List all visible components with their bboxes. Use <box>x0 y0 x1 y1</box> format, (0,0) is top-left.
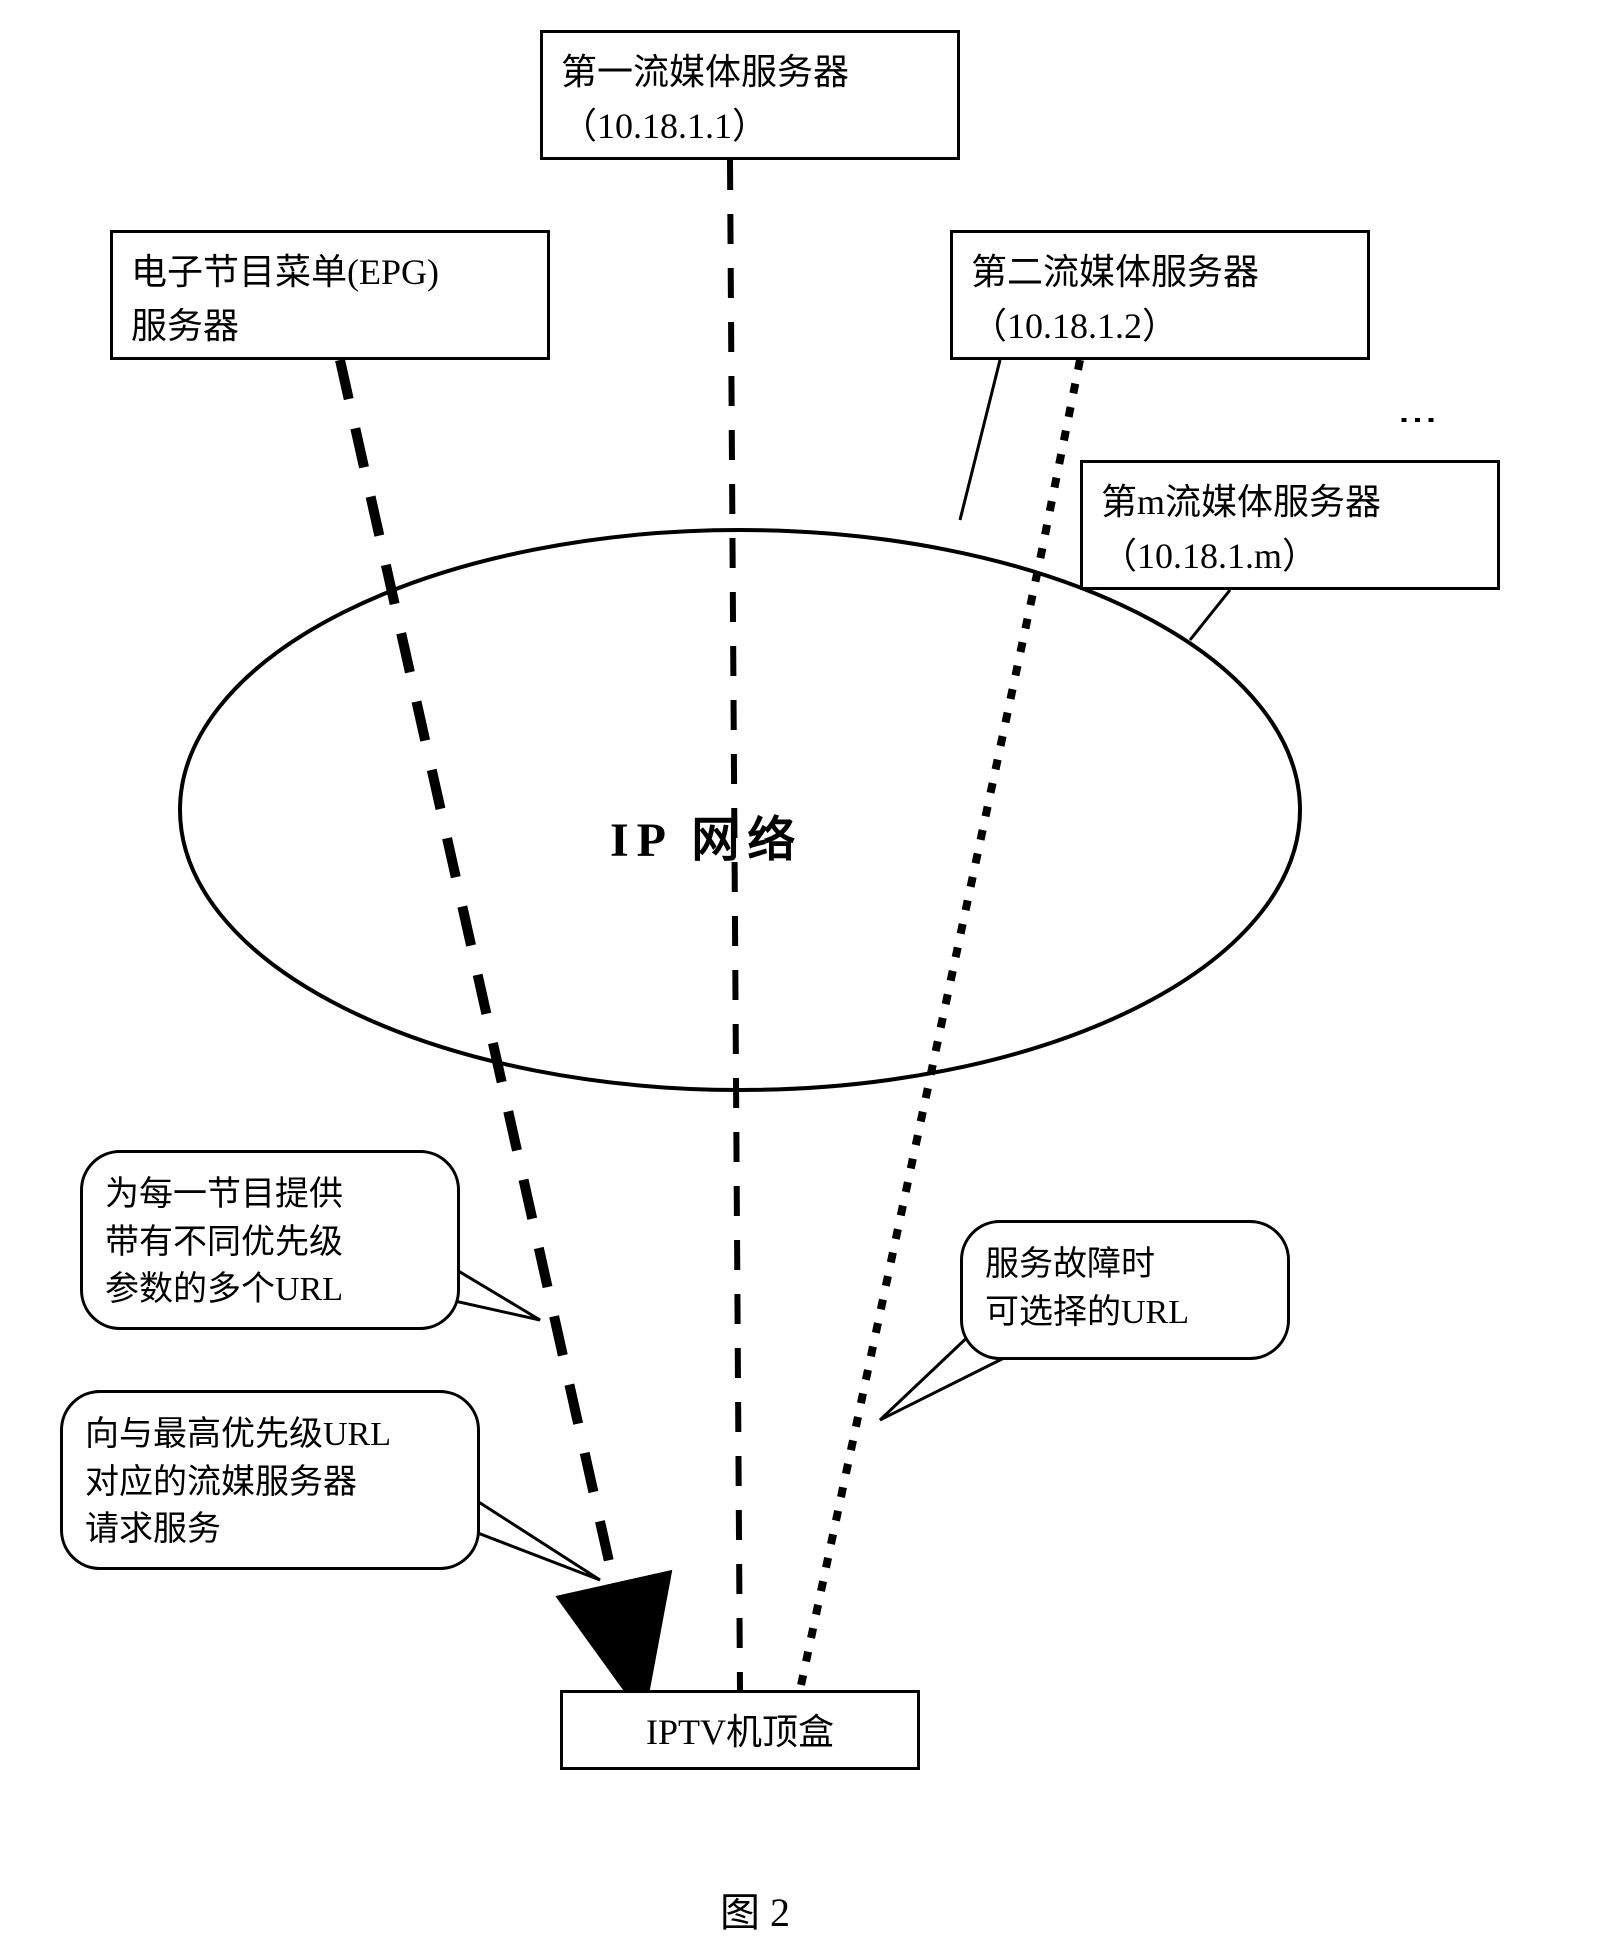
s2_to_stb-line <box>800 360 1080 1690</box>
vertical-ellipsis-icon: ⋮ <box>1395 400 1442 440</box>
server1-line1: 第一流媒体服务器 <box>561 45 939 99</box>
serverM-line1: 第m流媒体服务器 <box>1101 475 1479 529</box>
epg-box: 电子节目菜单(EPG) 服务器 <box>110 230 550 360</box>
callout-tail-c2 <box>460 1490 600 1580</box>
callout-multi-url-l1: 为每一节目提供 <box>105 1171 435 1219</box>
s2_leader-line <box>960 360 1000 520</box>
callout-multi-url: 为每一节目提供 带有不同优先级 参数的多个URL <box>80 1150 460 1330</box>
server1-line2: （10.18.1.1） <box>561 99 939 153</box>
ip-network-label: IP 网络 <box>610 800 803 870</box>
callout-fallback-url-l1: 服务故障时 <box>985 1241 1265 1289</box>
callout-fallback-url-l2: 可选择的URL <box>985 1289 1265 1337</box>
callout-highest-priority-l1: 向与最高优先级URL <box>85 1411 455 1459</box>
sm_to_net-line <box>1190 590 1230 640</box>
server2-box: 第二流媒体服务器 （10.18.1.2） <box>950 230 1370 360</box>
diagram-canvas: 第一流媒体服务器 （10.18.1.1） 电子节目菜单(EPG) 服务器 第二流… <box>0 0 1605 1953</box>
epg-line1: 电子节目菜单(EPG) <box>131 245 529 299</box>
server1-box: 第一流媒体服务器 （10.18.1.1） <box>540 30 960 160</box>
callout-fallback-url: 服务故障时 可选择的URL <box>960 1220 1290 1360</box>
figure-label: 图 2 <box>720 1880 790 1938</box>
server2-line1: 第二流媒体服务器 <box>971 245 1349 299</box>
server2-line2: （10.18.1.2） <box>971 299 1349 353</box>
callout-highest-priority: 向与最高优先级URL 对应的流媒服务器 请求服务 <box>60 1390 480 1570</box>
callout-multi-url-l2: 带有不同优先级 <box>105 1219 435 1267</box>
callout-highest-priority-l3: 请求服务 <box>85 1506 455 1554</box>
callout-highest-priority-l2: 对应的流媒服务器 <box>85 1459 455 1507</box>
callout-multi-url-l3: 参数的多个URL <box>105 1266 435 1314</box>
serverM-box: 第m流媒体服务器 （10.18.1.m） <box>1080 460 1500 590</box>
serverM-line2: （10.18.1.m） <box>1101 529 1479 583</box>
epg-line2: 服务器 <box>131 299 529 353</box>
s1_to_stb-line <box>730 160 740 1690</box>
stb-box: IPTV机顶盒 <box>560 1690 920 1770</box>
stb-label: IPTV机顶盒 <box>646 1712 834 1752</box>
